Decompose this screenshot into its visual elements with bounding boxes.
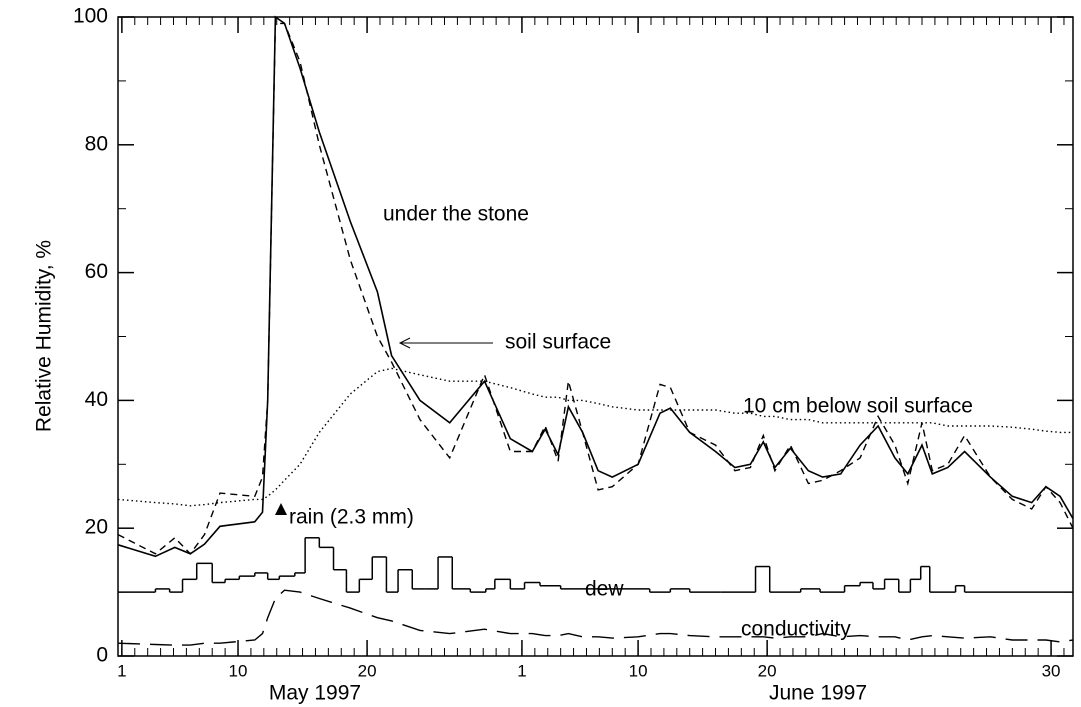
- y-axis-label: Relative Humidity, %: [33, 240, 56, 432]
- series-label: dew: [585, 578, 624, 601]
- x-tick-label: 10: [229, 661, 248, 680]
- series-line: [117, 367, 1073, 507]
- series-label: conductivity: [741, 618, 851, 641]
- x-tick-label: 1: [117, 661, 126, 680]
- x-tick-label: 1: [517, 661, 526, 680]
- series-label: under the stone: [383, 203, 529, 226]
- series-line: [117, 15, 1074, 558]
- y-tick-label: 40: [85, 388, 108, 411]
- x-tick-label: 30: [1042, 661, 1061, 680]
- x-tick-label: 20: [358, 661, 377, 680]
- series-line: [117, 589, 1074, 646]
- annotation-arrow-head: [398, 337, 411, 349]
- y-tick-label: 20: [85, 516, 108, 539]
- rain-marker: [275, 503, 287, 515]
- y-tick-label: 0: [96, 644, 108, 667]
- series-line: [117, 22, 1074, 555]
- series-label: 10 cm below soil surface: [743, 395, 973, 418]
- x-group-label: May 1997: [269, 682, 361, 705]
- series-label: soil surface: [505, 331, 611, 354]
- x-tick-label: 20: [758, 661, 777, 680]
- y-tick-label: 100: [73, 5, 108, 28]
- x-tick-label: 10: [629, 661, 648, 680]
- annotation: rain (2.3 mm): [289, 506, 414, 529]
- y-tick-label: 80: [85, 132, 108, 155]
- x-group-label: June 1997: [769, 682, 867, 705]
- y-tick-label: 60: [85, 260, 108, 283]
